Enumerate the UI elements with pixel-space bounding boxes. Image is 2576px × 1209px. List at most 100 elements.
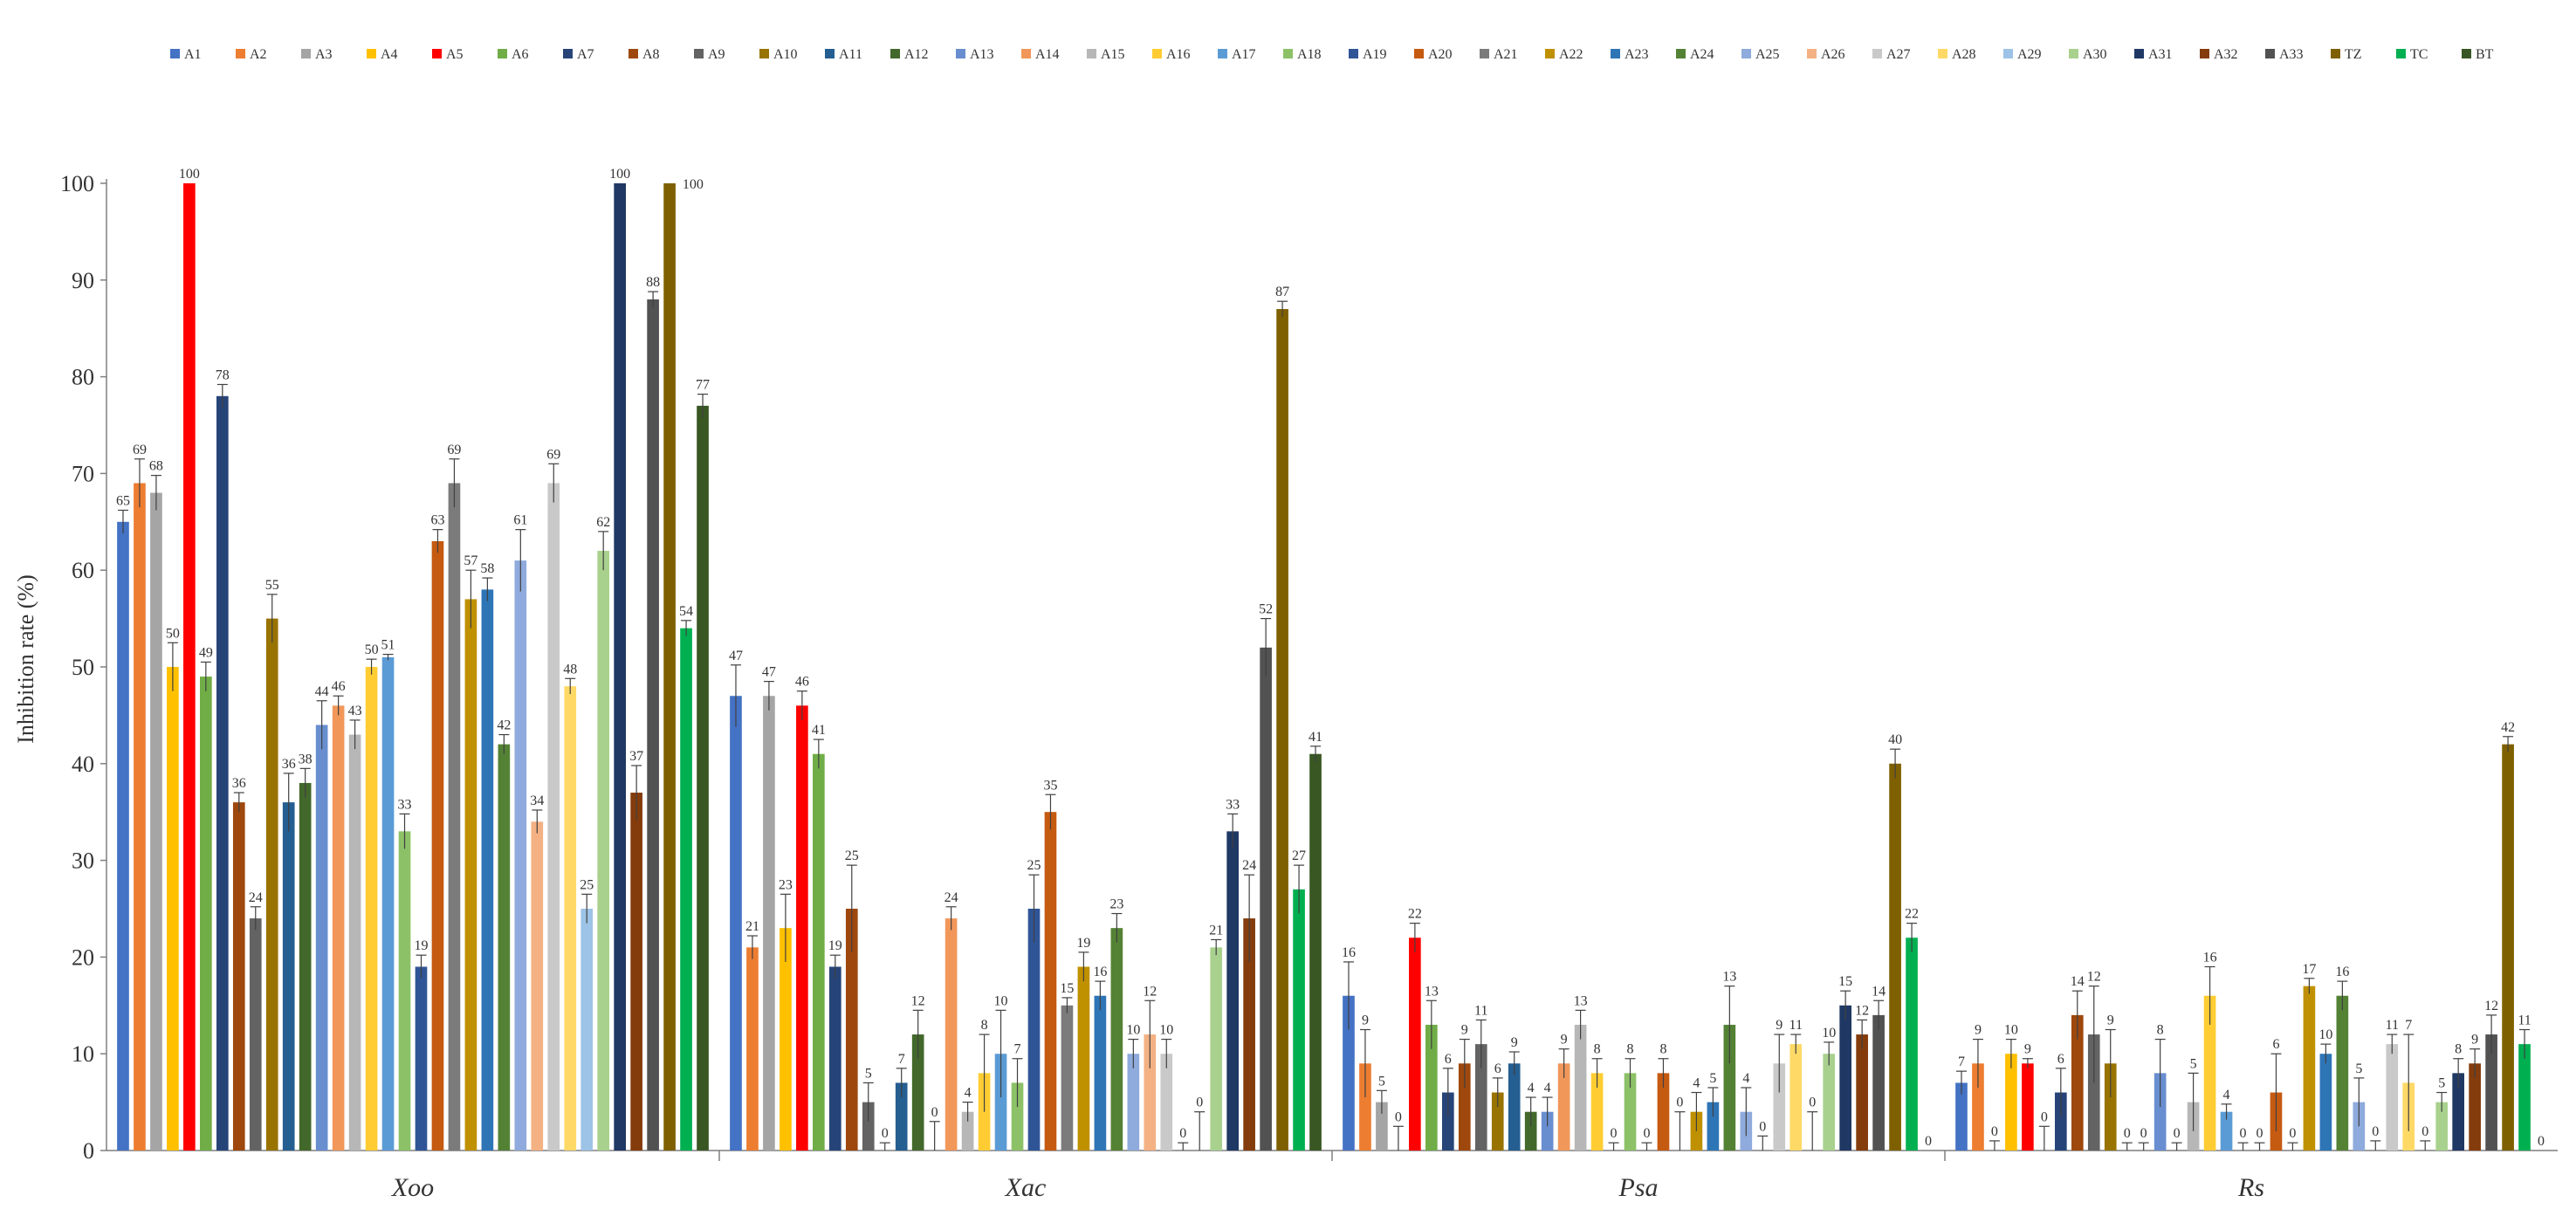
bar-Psa-A3 xyxy=(1376,1102,1388,1151)
data-label-Rs-A24: 16 xyxy=(2335,965,2349,979)
legend-swatch-A30 xyxy=(2069,49,2078,58)
legend-label-A16: A16 xyxy=(1166,47,1191,62)
legend-label-A1: A1 xyxy=(184,47,202,62)
data-label-Rs-A32: 9 xyxy=(2471,1033,2478,1048)
bar-Rs-A17 xyxy=(2220,1111,2233,1151)
bar-Xac-A2 xyxy=(746,947,759,1151)
data-label-Rs-A30: 5 xyxy=(2438,1076,2445,1091)
data-label-Rs-A13: 8 xyxy=(2157,1023,2164,1038)
data-label-Xoo-A12: 38 xyxy=(299,752,313,766)
bar-Xoo-A22 xyxy=(464,599,477,1151)
y-tick-label: 10 xyxy=(72,1041,94,1067)
legend-label-A33: A33 xyxy=(2279,47,2304,62)
legend-swatch-A12 xyxy=(890,49,900,58)
x-category-label-Psa: Psa xyxy=(1618,1173,1659,1202)
data-label-Xac-TZ: 87 xyxy=(1275,285,1289,299)
legend-label-A22: A22 xyxy=(1559,47,1583,62)
x-category-label-Xoo: Xoo xyxy=(391,1173,434,1202)
bar-Xoo-A2 xyxy=(134,483,146,1151)
bar-Xac-A4 xyxy=(780,928,792,1151)
legend-label-A27: A27 xyxy=(1886,47,1911,62)
data-label-Psa-A14: 9 xyxy=(1561,1033,1568,1048)
legend-label-A12: A12 xyxy=(904,47,929,62)
data-label-Xoo-A20: 63 xyxy=(430,513,444,528)
data-label-Xoo-A14: 46 xyxy=(332,679,346,694)
data-label-Rs-A6: 0 xyxy=(2041,1109,2048,1124)
bar-Xoo-A13 xyxy=(315,725,328,1151)
bar-Xac-A25 xyxy=(1127,1054,1140,1151)
bar-Xoo-A28 xyxy=(564,686,577,1151)
data-label-Rs-A31: 8 xyxy=(2455,1042,2462,1057)
legend-label-A5: A5 xyxy=(446,47,464,62)
data-label-Rs-A3: 0 xyxy=(1991,1124,1998,1139)
bar-Psa-A10 xyxy=(1491,1092,1504,1151)
data-label-Psa-A17: 0 xyxy=(1611,1126,1618,1141)
data-label-Rs-A2: 9 xyxy=(1975,1023,1982,1038)
bar-Xac-TZ xyxy=(1276,309,1288,1151)
bar-Xoo-A5 xyxy=(183,183,196,1151)
data-label-Rs-A21: 0 xyxy=(2289,1126,2296,1141)
bar-Xoo-A23 xyxy=(481,589,494,1151)
legend-swatch-TZ xyxy=(2331,49,2340,58)
legend-swatch-A32 xyxy=(2200,49,2209,58)
y-tick-label: 40 xyxy=(72,752,94,777)
data-label-Rs-A7: 6 xyxy=(2057,1052,2064,1067)
bar-Xoo-A21 xyxy=(448,483,461,1151)
data-label-Xac-A12: 12 xyxy=(911,993,925,1008)
legend-swatch-A23 xyxy=(1611,49,1620,58)
legend-swatch-A28 xyxy=(1938,49,1947,58)
data-label-Psa-A7: 6 xyxy=(1445,1052,1452,1067)
bar-Psa-A31 xyxy=(1839,1005,1851,1151)
bar-Xac-A9 xyxy=(862,1102,875,1151)
bar-Xac-A15 xyxy=(961,1111,974,1151)
bar-Xac-A11 xyxy=(895,1082,908,1151)
data-label-Xac-A14: 24 xyxy=(945,890,958,905)
data-label-Xoo-A16: 50 xyxy=(365,642,379,657)
bar-Rs-A4 xyxy=(2005,1054,2017,1151)
bar-Xac-TC xyxy=(1293,889,1305,1151)
legend-swatch-A15 xyxy=(1087,49,1096,58)
legend-label-A13: A13 xyxy=(970,47,994,62)
bar-Psa-A23 xyxy=(1707,1102,1720,1151)
data-label-Psa-A25: 4 xyxy=(1742,1071,1749,1086)
bar-Xac-A12 xyxy=(911,1034,924,1151)
data-label-Xoo-A10: 55 xyxy=(265,578,279,593)
bar-Psa-A1 xyxy=(1343,995,1355,1151)
data-label-Xac-A2: 21 xyxy=(745,919,759,934)
bar-Xoo-A15 xyxy=(348,734,361,1151)
bar-Xoo-A25 xyxy=(514,560,527,1151)
data-label-Rs-A15: 5 xyxy=(2190,1056,2197,1071)
data-label-Psa-A31: 15 xyxy=(1838,974,1852,989)
data-label-Rs-A12: 0 xyxy=(2140,1126,2147,1141)
data-label-Xoo-A26: 34 xyxy=(530,793,544,808)
legend-swatch-A4 xyxy=(367,49,376,58)
legend-swatch-A10 xyxy=(759,49,769,58)
data-label-Xoo-A15: 43 xyxy=(348,704,362,718)
data-label-Psa-A28: 11 xyxy=(1789,1018,1803,1033)
bar-Psa-A13 xyxy=(1541,1111,1554,1151)
bar-Psa-A33 xyxy=(1872,1014,1885,1151)
data-label-Xoo-A22: 57 xyxy=(464,553,477,568)
legend-label-A18: A18 xyxy=(1297,47,1322,62)
data-label-Rs-A25: 5 xyxy=(2355,1061,2362,1076)
y-tick-label: 30 xyxy=(72,848,94,874)
data-label-Xoo-A9: 24 xyxy=(249,890,263,905)
data-label-Rs-A14: 0 xyxy=(2174,1126,2181,1141)
bar-Xoo-A10 xyxy=(265,618,278,1151)
data-label-Psa-A15: 13 xyxy=(1574,993,1588,1008)
legend-swatch-TC xyxy=(2396,49,2406,58)
bar-Rs-A23 xyxy=(2319,1054,2332,1151)
bar-Xoo-A6 xyxy=(200,677,212,1151)
data-label-Xac-A25: 10 xyxy=(1126,1023,1140,1038)
legend-swatch-A6 xyxy=(498,49,507,58)
bar-Xoo-A7 xyxy=(216,395,229,1151)
legend-swatch-A33 xyxy=(2265,49,2275,58)
data-label-Psa-A1: 16 xyxy=(1342,945,1356,960)
legend-label-A17: A17 xyxy=(1232,47,1256,62)
data-label-Xoo-A2: 69 xyxy=(133,443,147,457)
legend-swatch-A22 xyxy=(1545,49,1555,58)
bar-Xoo-A31 xyxy=(614,183,626,1151)
bar-Rs-A33 xyxy=(2485,1034,2497,1151)
data-label-Psa-A6: 13 xyxy=(1425,984,1439,999)
